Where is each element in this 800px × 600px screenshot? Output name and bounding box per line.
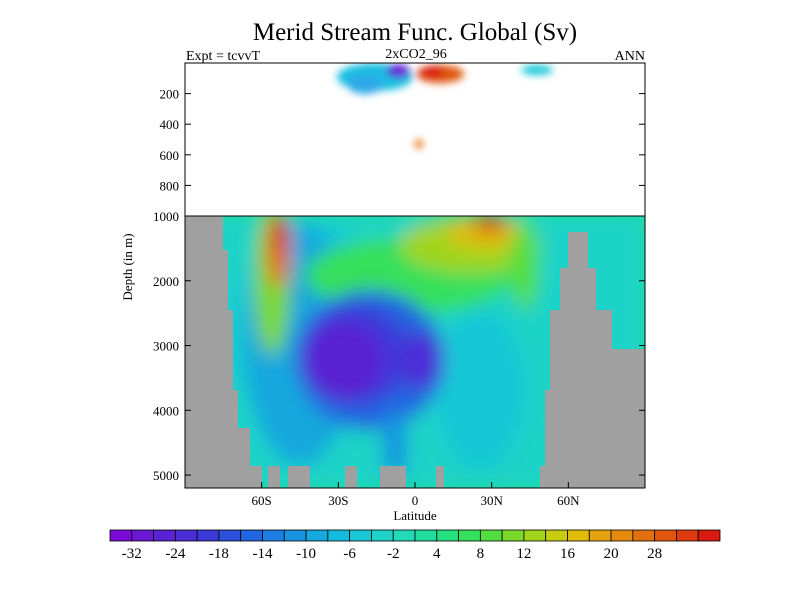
colorbar-swatch — [240, 529, 263, 542]
colorbar-swatch — [196, 529, 220, 542]
y-tick-label: 5000 — [153, 468, 179, 483]
land-mask — [185, 216, 645, 488]
x-tick-label: 0 — [412, 493, 419, 508]
y-tick-label: 200 — [160, 87, 180, 102]
colorbar-swatch — [392, 529, 416, 542]
colorbar-swatch — [109, 529, 133, 542]
colorbar-swatch — [349, 529, 372, 542]
colorbar-label: 4 — [433, 546, 441, 562]
colorbar-label: -6 — [343, 546, 356, 562]
colorbar-swatch — [523, 529, 547, 542]
x-tick-label: 30S — [328, 493, 348, 508]
y-tick-label: 3000 — [153, 339, 179, 354]
colorbar-swatch — [153, 529, 176, 542]
case-label: 2xCO2_96 — [385, 47, 446, 62]
colorbar-swatch — [218, 529, 242, 542]
colorbar-swatch — [501, 529, 525, 542]
y-tick-label: 800 — [160, 178, 180, 193]
colorbar-label: 8 — [477, 546, 485, 562]
colorbar-swatch — [567, 529, 590, 542]
y-tick-label: 2000 — [153, 274, 179, 289]
colorbar: -32 -24 -18 -14 -10 -6 -2 4 8 12 16 20 28 — [109, 529, 721, 562]
colorbar-swatch — [283, 529, 307, 542]
colorbar-swatch — [414, 529, 438, 542]
colorbar-label: 16 — [560, 546, 576, 562]
colorbar-swatch — [479, 529, 503, 542]
colorbar-swatch — [327, 529, 351, 542]
colorbar-label: -24 — [165, 546, 185, 562]
lower-panel — [184, 215, 646, 489]
axes: 60S 30S 0 30N 60N 200 400 600 800 1000 2000 3000 400… — [153, 87, 645, 508]
x-tick-label: 60S — [252, 493, 272, 508]
colorbar-swatch — [436, 529, 459, 542]
colorbar-swatch — [654, 529, 677, 542]
chart-title: Merid Stream Func. Global (Sv) — [253, 19, 577, 46]
colorbar-swatch — [174, 529, 198, 542]
colorbar-swatch — [305, 529, 329, 542]
colorbar-label: -10 — [296, 546, 316, 562]
y-tick-label: 600 — [160, 148, 180, 163]
colorbar-swatch — [632, 529, 656, 542]
season-label: ANN — [615, 49, 645, 64]
y-tick-label: 4000 — [153, 403, 179, 418]
colorbar-label: 20 — [604, 546, 619, 562]
colorbar-swatch — [610, 529, 634, 542]
colorbar-swatch — [697, 529, 721, 542]
colorbar-swatch — [131, 529, 154, 542]
colorbar-label: -14 — [253, 546, 273, 562]
colorbar-label: -32 — [122, 546, 142, 562]
upper-panel — [184, 62, 646, 217]
y-tick-label: 1000 — [153, 209, 179, 224]
colorbar-label: 28 — [647, 546, 662, 562]
colorbar-swatch — [545, 529, 568, 542]
colorbar-swatch — [588, 529, 612, 542]
experiment-label: Expt = tcvvT — [186, 49, 260, 64]
y-axis-label: Depth (in m) — [120, 233, 135, 300]
colorbar-swatch — [262, 529, 285, 542]
x-axis-label: Latitude — [393, 508, 437, 523]
colorbar-swatch — [676, 529, 699, 542]
x-tick-label: 60N — [557, 493, 580, 508]
colorbar-label: -2 — [387, 546, 400, 562]
colorbar-label: 12 — [516, 546, 531, 562]
x-tick-label: 30N — [480, 493, 503, 508]
y-tick-label: 400 — [160, 117, 180, 132]
colorbar-swatch — [371, 529, 394, 542]
colorbar-swatch — [458, 529, 481, 542]
colorbar-label: -18 — [209, 546, 229, 562]
